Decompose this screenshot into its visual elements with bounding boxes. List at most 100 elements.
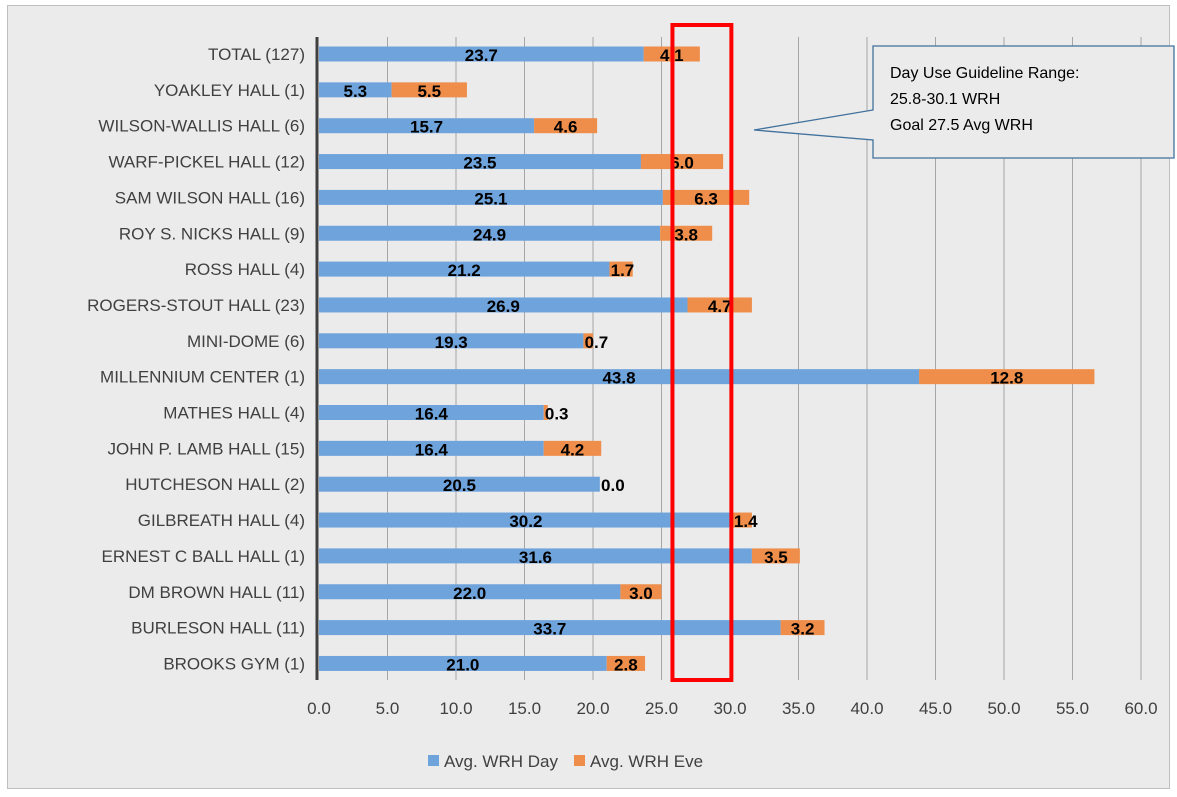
data-label-eve: 3.2 — [791, 620, 815, 639]
bar-day — [319, 440, 544, 456]
data-label-eve: 0.0 — [601, 476, 625, 495]
bar-eve — [687, 297, 752, 313]
category-label: MILLENNIUM CENTER (1) — [100, 368, 305, 387]
data-label-day: 22.0 — [453, 584, 486, 603]
bar-day — [319, 225, 661, 241]
x-tick-label: 60.0 — [1124, 699, 1157, 718]
data-label-eve: 0.7 — [585, 333, 609, 352]
data-label-eve: 3.5 — [764, 548, 788, 567]
category-label: ERNEST C BALL HALL (1) — [102, 547, 305, 566]
category-label: BURLESON HALL (11) — [131, 619, 305, 638]
bars — [319, 46, 1095, 671]
bar-day — [319, 46, 644, 62]
x-tick-label: 55.0 — [1056, 699, 1089, 718]
x-tick-label: 35.0 — [782, 699, 815, 718]
category-label: HUTCHESON HALL (2) — [125, 475, 305, 494]
callout-line: Goal 27.5 Avg WRH — [890, 117, 1033, 134]
bar-day — [319, 620, 781, 636]
bar-eve — [543, 440, 602, 456]
category-label: WARF-PICKEL HALL (12) — [109, 153, 306, 172]
data-label-day: 16.4 — [415, 405, 449, 424]
bar-day — [319, 584, 621, 600]
bar-day — [319, 189, 663, 205]
bar-eve — [780, 620, 825, 636]
category-label: MINI-DOME (6) — [187, 332, 305, 351]
bar-day — [319, 405, 544, 420]
legend-label: Avg. WRH Eve — [590, 752, 703, 771]
legend-label: Avg. WRH Day — [444, 752, 558, 771]
bar-eve — [662, 189, 750, 205]
x-tick-label: 45.0 — [919, 699, 952, 718]
data-label-day: 21.2 — [448, 261, 481, 280]
data-label-day: 24.9 — [473, 225, 506, 244]
data-label-eve: 12.8 — [990, 369, 1023, 388]
data-labels: 23.7 4.15.3 5.515.7 4.623.5 6.025.1 6.324.9 3.… — [343, 46, 1023, 674]
callout-line: 25.8-30.1 WRH — [890, 91, 1000, 108]
legend: Avg. WRH Day Avg. WRH Eve — [428, 752, 703, 771]
bar-eve — [609, 261, 633, 277]
data-label-day: 19.3 — [435, 333, 468, 352]
category-label: DM BROWN HALL (11) — [128, 583, 305, 602]
category-label: ROSS HALL (4) — [185, 260, 305, 279]
bar-eve — [751, 548, 800, 564]
category-labels: TOTAL (127) YOAKLEY HALL (1) WILSON-WALLIS… — [87, 45, 305, 673]
category-label: SAM WILSON HALL (16) — [115, 188, 305, 207]
bar-eve — [543, 405, 548, 420]
data-label-day: 31.6 — [519, 548, 552, 567]
x-tick-label: 50.0 — [987, 699, 1020, 718]
category-label: GILBREATH HALL (4) — [138, 511, 305, 530]
bar-eve — [620, 584, 662, 600]
data-label-eve: 1.7 — [611, 261, 635, 280]
bar-day — [319, 82, 392, 98]
x-tick-label: 5.0 — [376, 699, 400, 718]
x-tick-label: 25.0 — [645, 699, 678, 718]
x-tick-label: 20.0 — [576, 699, 609, 718]
bar-eve — [534, 118, 598, 134]
data-label-eve: 4.2 — [561, 440, 585, 459]
data-label-day: 25.1 — [474, 189, 507, 208]
category-label: ROGERS-STOUT HALL (23) — [87, 296, 305, 315]
guideline-callout: Day Use Guideline Range: 25.8-30.1 WRH Goa… — [753, 45, 1175, 159]
data-label-day: 23.7 — [465, 46, 498, 65]
data-label-eve: 6.0 — [670, 154, 694, 173]
bar-day — [319, 548, 752, 564]
category-label: YOAKLEY HALL (1) — [154, 81, 305, 100]
bar-day — [319, 369, 920, 385]
callout-box — [753, 45, 1175, 159]
data-label-eve: 0.3 — [545, 405, 569, 424]
data-label-day: 20.5 — [443, 476, 476, 495]
bar-eve — [640, 154, 724, 170]
data-label-day: 5.3 — [343, 82, 367, 101]
data-label-eve: 3.0 — [629, 584, 653, 603]
bar-eve — [583, 333, 593, 349]
data-label-day: 33.7 — [533, 620, 566, 639]
bar-day — [319, 512, 733, 528]
callout-line: Day Use Guideline Range: — [890, 65, 1079, 82]
data-label-eve: 1.4 — [734, 512, 758, 531]
data-label-day: 16.4 — [415, 440, 449, 459]
bar-eve — [919, 369, 1095, 385]
category-label: MATHES HALL (4) — [163, 404, 305, 423]
x-tick-label: 40.0 — [850, 699, 883, 718]
data-label-day: 30.2 — [509, 512, 542, 531]
bar-eve — [732, 512, 752, 528]
bar-day — [319, 655, 607, 671]
data-label-eve: 2.8 — [614, 655, 638, 674]
bar-day — [319, 297, 688, 313]
category-label: JOHN P. LAMB HALL (15) — [108, 439, 305, 458]
bar-day — [319, 154, 641, 170]
category-label: WILSON-WALLIS HALL (6) — [98, 117, 305, 136]
bar-day — [319, 333, 584, 349]
x-tick-label: 15.0 — [508, 699, 541, 718]
bar-eve — [391, 82, 467, 98]
data-label-eve: 4.7 — [708, 297, 732, 316]
bar-day — [319, 261, 610, 277]
bar-day — [319, 118, 535, 134]
legend-swatch — [428, 755, 439, 766]
data-label-day: 43.8 — [602, 369, 635, 388]
data-label-day: 21.0 — [446, 655, 479, 674]
data-label-day: 26.9 — [487, 297, 520, 316]
category-label: TOTAL (127) — [208, 45, 305, 64]
data-label-day: 15.7 — [410, 118, 443, 137]
